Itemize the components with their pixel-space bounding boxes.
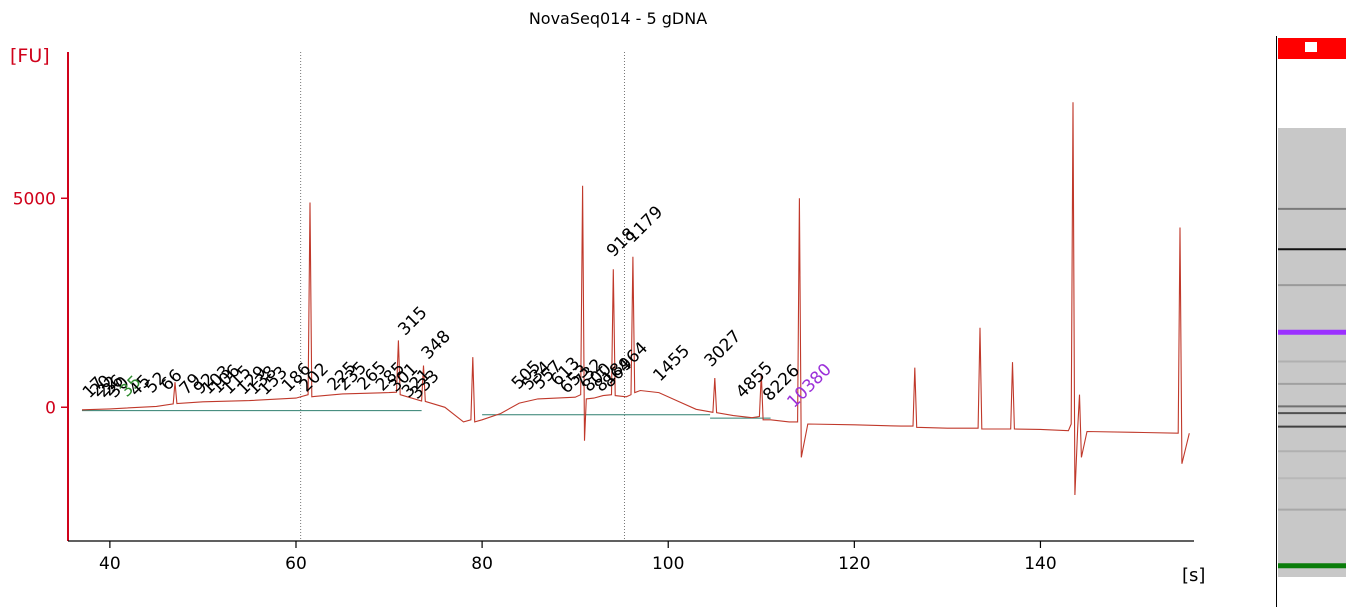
gel-lane — [1276, 36, 1346, 607]
x-tick-label: 120 — [838, 554, 870, 574]
x-axis-label: [s] — [1182, 565, 1205, 586]
electropherogram-chart: NovaSeq014 - 5 gDNA [FU] [s] 40 60 80 100 12… — [10, 9, 1205, 586]
y-tick-label: 0 — [45, 398, 56, 418]
y-tick-label: 5000 — [13, 189, 56, 209]
peak-label: 348 — [418, 327, 455, 364]
trace — [81, 102, 1190, 496]
x-tick-label: 140 — [1024, 554, 1056, 574]
y-axis-label: [FU] — [10, 45, 50, 67]
x-tick-label: 40 — [99, 554, 121, 574]
peak-label: 315 — [394, 303, 431, 340]
gel-top-dot — [1305, 42, 1317, 52]
peak-label: 1455 — [649, 341, 694, 386]
chart-title: NovaSeq014 - 5 gDNA — [529, 9, 707, 28]
x-tick-label: 80 — [471, 554, 493, 574]
series-line — [81, 102, 1190, 496]
peak-labels: 1720222630354552667992103106115129138153… — [79, 202, 836, 412]
peak-label: 1179 — [622, 202, 667, 247]
peak-label: 3027 — [701, 326, 746, 371]
axes: 40 60 80 100 120 140 0 5000 — [13, 52, 1194, 574]
x-tick-label: 100 — [652, 554, 684, 574]
gel-lane-body — [1278, 128, 1346, 577]
baseline-segments — [81, 410, 771, 419]
dotted-markers — [300, 52, 625, 541]
x-tick-label: 60 — [285, 554, 307, 574]
